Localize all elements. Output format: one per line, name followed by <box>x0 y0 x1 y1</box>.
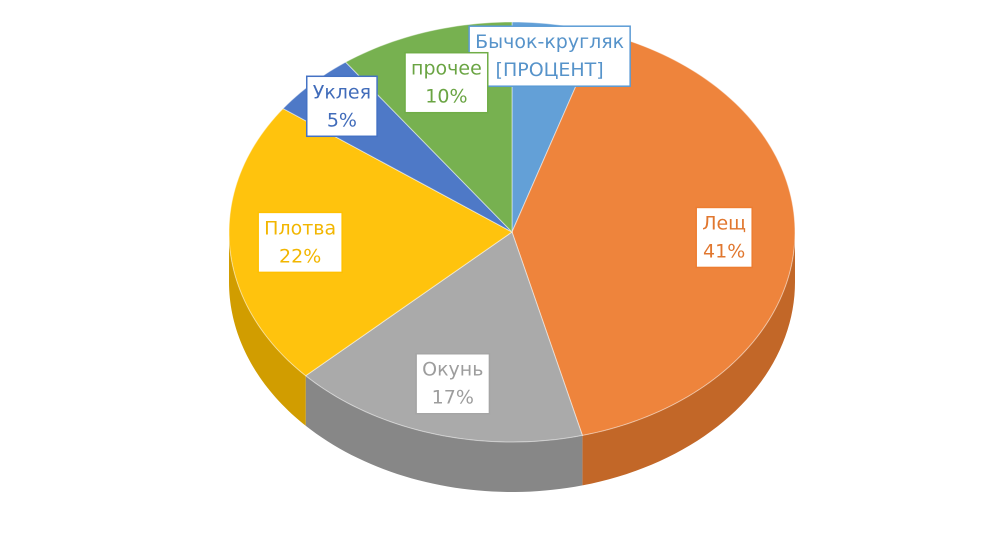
label-value: 5% <box>327 109 357 131</box>
label-value: [ПРОЦЕНТ] <box>496 59 604 81</box>
label-box <box>404 51 489 114</box>
data-label: прочее 10% <box>404 51 489 114</box>
slice-side <box>305 375 583 492</box>
label-box <box>415 352 491 415</box>
label-category: Окунь <box>422 359 483 381</box>
data-label: Окунь 17% <box>415 352 491 415</box>
slice-side <box>582 232 795 486</box>
slice <box>511 31 796 436</box>
data-label: Лещ 41% <box>695 206 753 269</box>
data-label: Уклея 5% <box>305 75 378 138</box>
label-category: прочее <box>411 58 482 80</box>
data-label: Бычок-кругляк [ПРОЦЕНТ] <box>468 25 631 87</box>
label-category: Плотва <box>264 217 336 239</box>
label-box <box>305 75 378 138</box>
label-category: Уклея <box>313 81 371 103</box>
label-value: 41% <box>703 240 745 262</box>
label-value: 17% <box>432 387 474 409</box>
label-box <box>257 211 343 274</box>
label-category: Бычок-кругляк <box>475 31 624 53</box>
label-value: 10% <box>425 86 467 108</box>
slice-side <box>229 232 306 426</box>
label-box <box>695 206 753 269</box>
label-category: Лещ <box>702 212 746 234</box>
data-label: Плотва 22% <box>257 211 343 274</box>
slice <box>304 231 584 443</box>
slice <box>228 107 513 377</box>
label-value: 22% <box>279 245 321 267</box>
